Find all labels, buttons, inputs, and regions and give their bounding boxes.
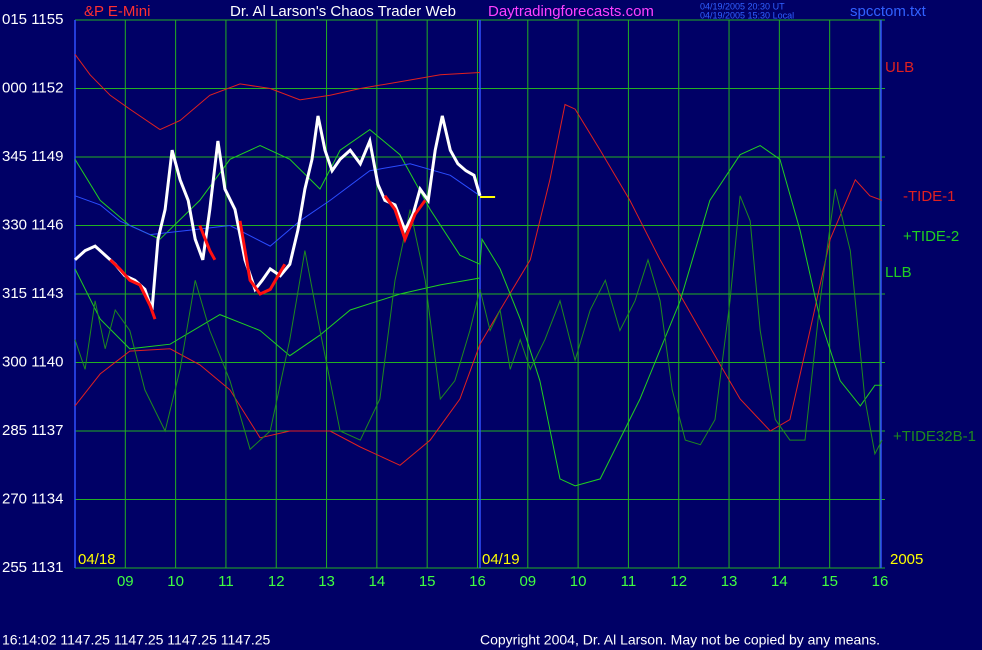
series-line	[74, 54, 481, 131]
series-line	[74, 268, 481, 357]
series-label: +TIDE-2	[903, 228, 959, 245]
y-tick-label: 270 1134	[2, 490, 63, 507]
date-label: 04/19	[482, 551, 520, 568]
x-tick-label: 14	[771, 573, 788, 590]
x-tick-label: 09	[117, 573, 134, 590]
grid	[74, 19, 885, 569]
series-line	[74, 163, 481, 247]
y-tick-label: 015 1155	[2, 11, 63, 28]
copyright: Copyright 2004, Dr. Al Larson. May not b…	[480, 632, 880, 648]
x-tick-label: 16	[872, 573, 889, 590]
y-tick-label: 315 1143	[2, 285, 63, 302]
x-tick-label: 10	[167, 573, 184, 590]
status: 16:14:02 1147.25 1147.25 1147.25 1147.25	[2, 632, 271, 648]
labels: 015 1155 000 1152 345 1149 330 1146 315 1143…	[2, 11, 976, 590]
y-tick-label: 255 1131	[2, 559, 63, 576]
instrument: &P E-Mini	[84, 3, 150, 20]
series-label: ULB	[885, 59, 914, 76]
y-tick-label: 300 1140	[2, 353, 63, 370]
x-tick-label: 09	[519, 573, 536, 590]
x-tick-label: 11	[218, 573, 234, 590]
y-tick-label: 285 1137	[2, 422, 63, 439]
x-tick-label: 12	[268, 573, 285, 590]
plot	[73, 54, 883, 487]
timestamp-ut: 04/19/2005 20:30 UT	[700, 1, 785, 11]
series-line	[109, 194, 427, 320]
series-line	[73, 115, 482, 311]
x-tick-label: 15	[821, 573, 838, 590]
series-label: LLB	[885, 264, 912, 281]
series-label: -TIDE-1	[903, 188, 956, 205]
y-tick-label: 345 1149	[2, 148, 63, 165]
x-tick-label: 15	[419, 573, 436, 590]
date-label: 2005	[890, 551, 923, 568]
y-tick-label: 330 1146	[2, 216, 63, 233]
x-tick-label: 14	[369, 573, 386, 590]
series-line	[74, 128, 882, 487]
x-tick-label: 13	[318, 573, 335, 590]
series-line	[74, 103, 883, 466]
series-line	[74, 188, 883, 456]
x-tick-label: 13	[721, 573, 738, 590]
x-tick-label: 16	[469, 573, 486, 590]
x-tick-label: 10	[570, 573, 587, 590]
series-label: +TIDE32B-1	[893, 428, 976, 445]
x-tick-label: 12	[670, 573, 687, 590]
chart-title: Dr. Al Larson's Chaos Trader Web	[230, 3, 456, 20]
site: Daytradingforecasts.com	[488, 3, 654, 20]
file-name: spcctom.txt	[850, 3, 927, 20]
date-label: 04/18	[78, 551, 116, 568]
y-tick-label: 000 1152	[2, 79, 63, 96]
x-tick-label: 11	[621, 573, 637, 590]
timestamp-local: 04/19/2005 15:30 Local	[700, 10, 794, 20]
